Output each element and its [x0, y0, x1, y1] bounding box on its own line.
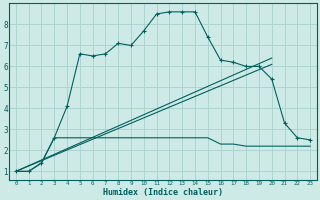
X-axis label: Humidex (Indice chaleur): Humidex (Indice chaleur) — [103, 188, 223, 197]
